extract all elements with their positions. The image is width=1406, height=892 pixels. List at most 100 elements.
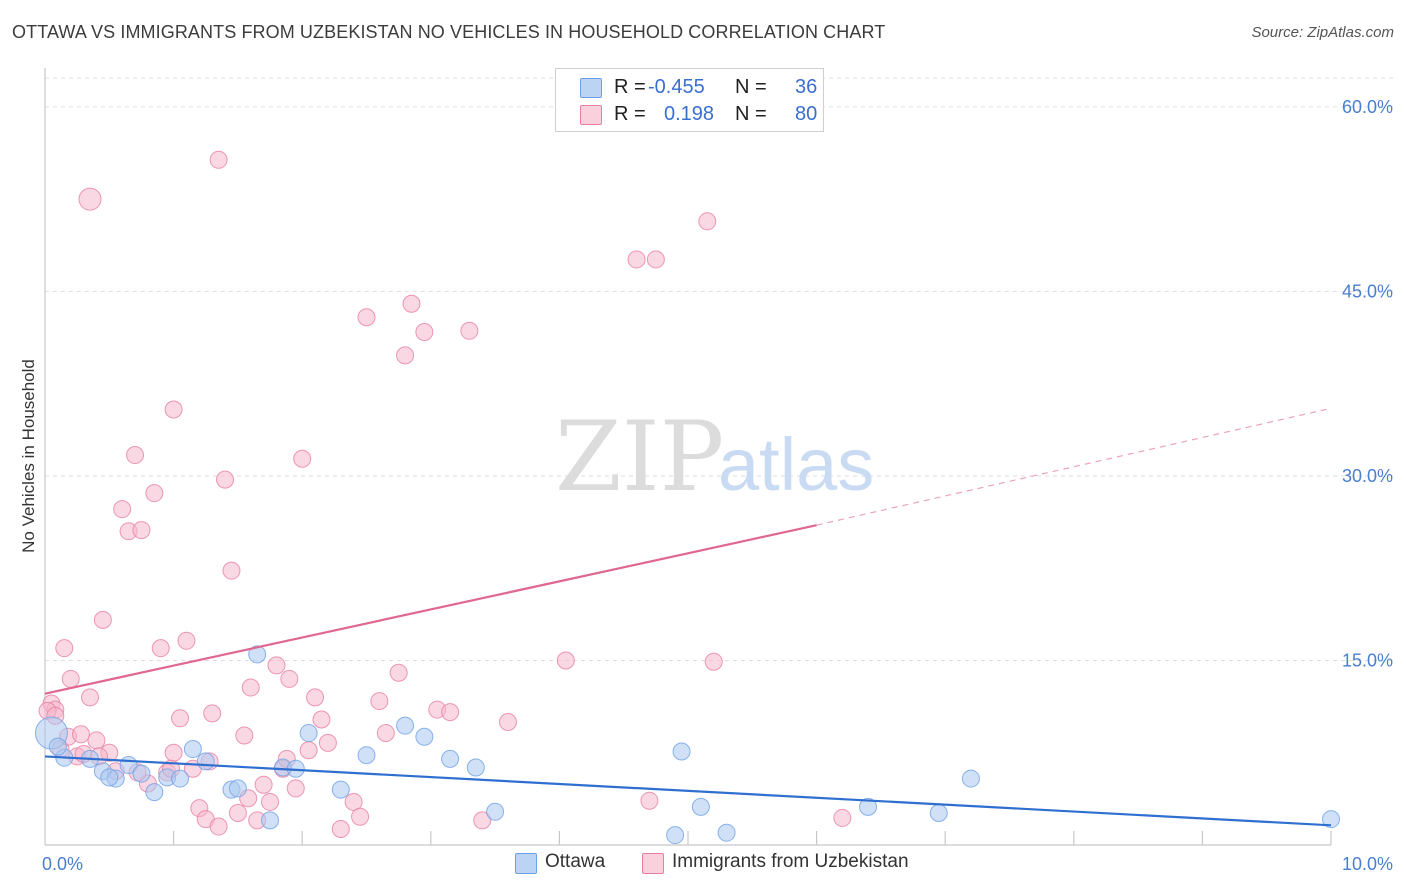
- immigrants-point: [286, 779, 305, 798]
- immigrants-point: [376, 724, 395, 743]
- bottom-legend-label-immigrants: Immigrants from Uzbekistan: [672, 851, 909, 872]
- immigrants-point: [177, 631, 196, 650]
- immigrants-point: [415, 323, 434, 342]
- ottawa-point: [145, 783, 164, 802]
- immigrants-point: [331, 820, 350, 839]
- immigrants-point: [460, 321, 479, 340]
- immigrants-point: [312, 710, 331, 729]
- ottawa-point: [183, 740, 202, 759]
- bottom-legend-swatch-ottawa: [515, 853, 537, 874]
- y-tick-label: 30.0%: [1342, 466, 1393, 486]
- ottawa-point: [171, 769, 190, 788]
- immigrants-point: [473, 811, 492, 830]
- immigrants-point: [126, 446, 145, 465]
- immigrants-point: [698, 212, 717, 231]
- ottawa-point: [1322, 810, 1340, 829]
- immigrants-point: [293, 449, 312, 468]
- ottawa-point: [929, 804, 948, 823]
- legend-r-value: -0.455: [648, 76, 705, 98]
- watermark: ZIP atlas: [555, 401, 874, 513]
- legend-r-label: R =: [614, 103, 646, 125]
- ottawa-point: [196, 752, 215, 771]
- watermark-zip: ZIP: [555, 401, 724, 513]
- x-tick-label: 10.0%: [1342, 854, 1393, 874]
- immigrants-point: [254, 775, 273, 794]
- immigrants-point: [261, 792, 280, 811]
- ottawa-point: [357, 746, 376, 765]
- ottawa-point: [248, 645, 267, 664]
- immigrants-point: [396, 346, 415, 365]
- bottom-legend-swatch-immigrants: [642, 853, 664, 874]
- ottawa-point: [396, 716, 415, 735]
- x-tick-label: 0.0%: [42, 854, 83, 874]
- immigrants-point: [370, 692, 389, 711]
- ottawa-trend-line: [44, 755, 1332, 827]
- immigrants-point: [209, 817, 228, 836]
- legend-r-value: 0.198: [664, 103, 715, 125]
- immigrants-point: [113, 500, 132, 519]
- immigrants-point: [498, 712, 517, 731]
- legend-r-label: R =: [614, 76, 646, 98]
- immigrants-point: [132, 521, 151, 540]
- immigrants-point: [280, 669, 299, 688]
- immigrants-trend-line: [44, 524, 817, 695]
- trend-lines: [44, 407, 1332, 827]
- immigrants-point: [299, 741, 318, 760]
- ottawa-point: [691, 797, 710, 816]
- immigrants-point: [351, 807, 370, 826]
- ottawa-point: [100, 768, 119, 787]
- ottawa-point: [672, 742, 691, 761]
- immigrants-point: [318, 733, 337, 752]
- immigrants-point: [164, 743, 183, 762]
- ottawa-point: [48, 737, 67, 756]
- immigrants-point: [61, 669, 80, 688]
- watermark-atlas: atlas: [718, 423, 874, 506]
- bottom-legend-label-ottawa: Ottawa: [545, 851, 606, 872]
- legend-n-value: 80: [795, 103, 818, 125]
- legend-n-label: N =: [735, 76, 767, 98]
- immigrants-point: [145, 484, 164, 503]
- immigrants-point: [171, 709, 190, 728]
- y-axis-label: No Vehicles in Household: [19, 359, 38, 553]
- immigrants-point: [646, 250, 665, 269]
- correlation-legend: R = -0.455 N = 36 R = 0.198 N = 80: [555, 68, 824, 132]
- ottawa-point: [261, 811, 280, 830]
- ottawa-point: [486, 802, 505, 821]
- ottawa-point: [441, 749, 460, 768]
- tick-labels: 15.0% 30.0% 45.0% 60.0% 0.0% 10.0%: [42, 97, 1393, 874]
- legend-n-label: N =: [735, 103, 767, 125]
- series-ottawa-points: [34, 645, 1340, 845]
- immigrants-trend-extension: [816, 407, 1332, 526]
- immigrants-point: [78, 187, 102, 211]
- ottawa-point: [961, 769, 980, 788]
- ottawa-point: [132, 764, 151, 783]
- legend-swatch-ottawa: [580, 78, 602, 98]
- source-label: Source: ZipAtlas.com: [1251, 24, 1394, 41]
- ottawa-point: [228, 779, 247, 798]
- ottawa-point: [859, 797, 878, 816]
- immigrants-point: [389, 663, 408, 682]
- immigrants-point: [357, 308, 376, 327]
- immigrants-point: [833, 808, 852, 827]
- immigrants-point: [640, 791, 659, 810]
- immigrants-point: [222, 561, 241, 580]
- immigrants-point: [55, 639, 74, 658]
- grid: [45, 77, 1393, 661]
- immigrants-point: [306, 688, 325, 707]
- ottawa-point: [717, 823, 736, 842]
- immigrants-point: [72, 725, 91, 744]
- immigrants-point: [209, 150, 228, 169]
- immigrants-point: [556, 651, 575, 670]
- chart-title: OTTAWA VS IMMIGRANTS FROM UZBEKISTAN NO …: [12, 22, 886, 42]
- immigrants-point: [241, 678, 260, 697]
- immigrants-point: [87, 731, 106, 750]
- immigrants-point: [402, 294, 421, 313]
- immigrants-point: [151, 639, 170, 658]
- immigrants-point: [228, 804, 247, 823]
- immigrants-point: [235, 726, 254, 745]
- immigrants-point: [441, 703, 460, 722]
- y-tick-label: 45.0%: [1342, 281, 1393, 301]
- ottawa-point: [331, 780, 350, 799]
- immigrants-point: [93, 610, 112, 629]
